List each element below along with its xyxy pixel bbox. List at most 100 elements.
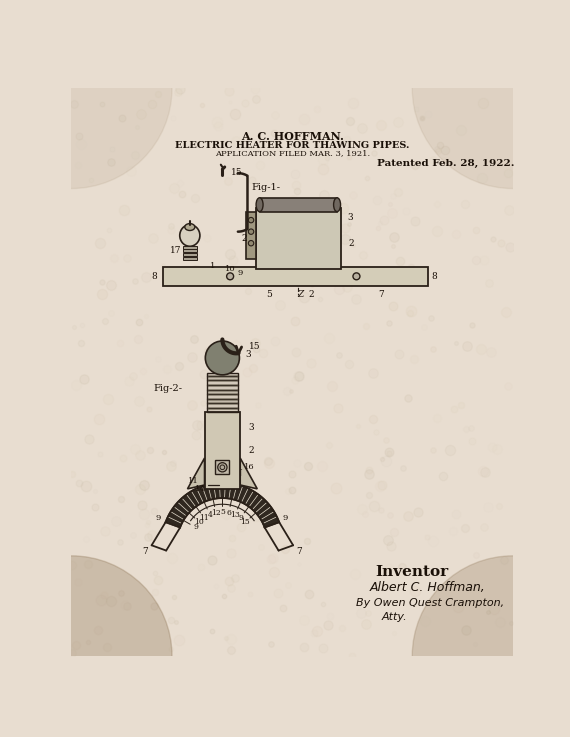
Point — [116, 587, 125, 599]
Point — [364, 489, 373, 501]
Point — [175, 177, 184, 189]
Point — [344, 218, 353, 230]
Point — [131, 275, 140, 287]
Point — [151, 586, 160, 598]
Text: Patented Feb. 28, 1922.: Patented Feb. 28, 1922. — [377, 158, 515, 167]
Point — [362, 618, 371, 630]
Point — [251, 510, 260, 522]
Circle shape — [249, 229, 254, 234]
Point — [270, 109, 279, 121]
Point — [388, 240, 397, 252]
Point — [226, 548, 235, 559]
Circle shape — [205, 341, 239, 375]
Point — [123, 252, 132, 264]
Point — [74, 159, 83, 171]
Point — [350, 568, 359, 580]
Point — [462, 624, 471, 636]
Point — [187, 231, 196, 243]
Point — [318, 163, 327, 175]
Bar — [256, 208, 341, 270]
Point — [345, 151, 354, 163]
Text: 16: 16 — [244, 464, 255, 471]
Point — [334, 402, 343, 413]
Point — [103, 641, 112, 653]
Point — [365, 464, 374, 476]
Point — [264, 457, 274, 469]
Point — [471, 548, 481, 560]
Point — [138, 499, 147, 511]
Point — [200, 368, 209, 380]
Point — [495, 616, 504, 628]
Point — [240, 97, 249, 109]
Point — [170, 182, 179, 194]
Point — [300, 641, 309, 653]
Point — [376, 119, 385, 130]
Bar — [215, 461, 229, 474]
Point — [223, 357, 233, 369]
Point — [303, 262, 312, 274]
Point — [210, 494, 219, 506]
Point — [169, 112, 178, 124]
Point — [324, 332, 333, 344]
Point — [230, 108, 239, 120]
Text: 8: 8 — [151, 272, 157, 281]
Point — [323, 152, 332, 164]
Point — [166, 460, 176, 472]
Point — [226, 632, 235, 644]
Point — [328, 380, 337, 392]
Point — [389, 231, 398, 242]
Point — [339, 202, 348, 214]
Point — [253, 254, 262, 265]
Point — [388, 190, 397, 202]
Point — [97, 98, 106, 110]
Circle shape — [412, 556, 570, 737]
Point — [83, 559, 92, 570]
Point — [306, 203, 315, 215]
Point — [398, 561, 407, 573]
Point — [169, 457, 178, 469]
Point — [361, 509, 370, 520]
Point — [377, 453, 386, 465]
Point — [219, 369, 229, 381]
Point — [291, 374, 300, 386]
Point — [70, 321, 79, 333]
Point — [293, 458, 302, 469]
Point — [130, 443, 139, 455]
Point — [372, 426, 381, 438]
Text: 15: 15 — [231, 168, 242, 177]
Point — [275, 131, 284, 143]
Point — [287, 468, 296, 480]
Point — [76, 337, 86, 349]
Bar — [205, 412, 240, 489]
Point — [135, 396, 144, 408]
Point — [283, 485, 292, 497]
Circle shape — [0, 0, 172, 189]
Point — [389, 300, 398, 312]
Text: N: N — [234, 469, 242, 478]
Point — [355, 276, 364, 287]
Point — [141, 271, 150, 283]
Point — [229, 254, 238, 266]
Point — [319, 189, 328, 200]
Point — [504, 205, 514, 217]
Point — [274, 587, 283, 599]
Point — [233, 391, 242, 403]
Bar — [183, 254, 197, 256]
Point — [487, 346, 496, 358]
Point — [426, 312, 435, 324]
Point — [153, 353, 162, 365]
Text: 9: 9 — [238, 269, 243, 277]
Point — [176, 83, 185, 94]
Point — [72, 379, 81, 391]
Point — [441, 144, 450, 156]
Point — [467, 319, 476, 331]
Point — [173, 498, 182, 510]
Point — [420, 615, 429, 627]
Point — [381, 434, 390, 446]
Point — [292, 179, 301, 191]
Text: 9: 9 — [155, 514, 161, 523]
Point — [312, 103, 321, 115]
Point — [177, 189, 186, 200]
Text: 2: 2 — [349, 240, 355, 248]
Point — [483, 501, 492, 513]
